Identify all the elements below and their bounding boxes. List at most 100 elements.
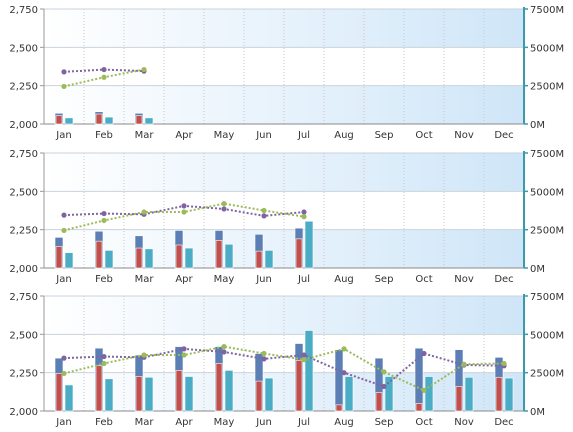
- line-point-series-2: [381, 369, 387, 375]
- line-point-series-1: [181, 346, 187, 352]
- bar-series-2: [135, 376, 143, 412]
- category-label: Aug: [334, 417, 354, 428]
- category-label: Dec: [494, 417, 513, 428]
- line-point-series-2: [101, 217, 107, 224]
- line-point-series-2: [421, 387, 427, 393]
- left-tick-label: 2,250: [9, 226, 38, 237]
- bar-series-3: [264, 377, 274, 412]
- right-tick-label: 0M: [530, 120, 545, 131]
- line-point-series-1: [181, 203, 187, 209]
- category-label: Jan: [55, 417, 71, 428]
- category-label: May: [214, 417, 235, 428]
- line-point-series-1: [61, 355, 67, 361]
- category-label: Mar: [135, 130, 155, 141]
- category-label: Mar: [135, 417, 155, 428]
- category-label: Nov: [454, 417, 474, 428]
- line-point-series-2: [181, 352, 187, 358]
- right-tick-label: 2500M: [530, 369, 564, 380]
- line-point-series-2: [261, 207, 267, 214]
- bar-series-2: [175, 370, 183, 412]
- chart-panel-3: 2,000 2,250 2,500 2,750 0M 2500M 5000M 7500M Jan…: [9, 292, 564, 428]
- category-label: Jul: [297, 274, 310, 285]
- category-label: Aug: [334, 130, 354, 141]
- bar-series-3: [144, 117, 154, 125]
- category-label: Jun: [255, 274, 272, 285]
- right-tick-label: 7500M: [530, 149, 564, 160]
- line-point-series-1: [381, 383, 387, 390]
- line-point-series-1: [261, 356, 267, 362]
- bar-series-2: [495, 376, 503, 412]
- right-tick-label: 5000M: [530, 43, 564, 54]
- right-tick-label: 7500M: [530, 292, 564, 303]
- bar-series-3: [184, 247, 194, 269]
- bar-series-2: [375, 392, 383, 412]
- category-label: Apr: [175, 274, 193, 285]
- bar-series-3: [424, 376, 434, 412]
- line-point-series-1: [61, 212, 67, 218]
- bar-series-1: [334, 349, 344, 412]
- line-point-series-2: [461, 361, 467, 367]
- line-point-series-1: [221, 349, 227, 355]
- bar-series-2: [135, 115, 143, 125]
- line-point-series-2: [101, 360, 107, 367]
- category-label: Feb: [95, 130, 113, 141]
- category-label: Jun: [255, 417, 272, 428]
- left-tick-label: 2,250: [9, 82, 38, 93]
- plot-band: [44, 296, 524, 335]
- right-tick-label: 2500M: [530, 82, 564, 93]
- bar-series-3: [224, 243, 234, 269]
- line-point-series-2: [101, 74, 107, 80]
- bar-series-3: [224, 370, 234, 412]
- bar-series-2: [135, 247, 143, 269]
- line-point-series-2: [501, 360, 507, 367]
- line-series-1: [63, 347, 505, 388]
- bar-series-3: [104, 250, 114, 269]
- left-tick-label: 2,000: [9, 407, 38, 418]
- category-label: Jan: [55, 274, 71, 285]
- line-point-series-2: [141, 352, 147, 358]
- left-tick-label: 2,500: [9, 43, 38, 54]
- bar-series-2: [415, 403, 423, 412]
- category-label: Dec: [494, 274, 513, 285]
- right-tick-label: 2500M: [530, 226, 564, 237]
- line-point-series-1: [261, 213, 267, 219]
- bar-series-2: [95, 240, 103, 269]
- category-label: Oct: [415, 417, 432, 428]
- bar-series-3: [184, 376, 194, 412]
- line-point-series-1: [101, 210, 107, 217]
- chart-panel-2: 2,000 2,250 2,500 2,750 0M 2500M 5000M 7500M Jan…: [9, 149, 564, 285]
- line-point-series-1: [221, 206, 227, 212]
- category-label: May: [214, 130, 235, 141]
- bar-series-3: [304, 330, 314, 412]
- bar-series-2: [455, 386, 463, 412]
- right-tick-label: 5000M: [530, 187, 564, 198]
- right-tick-label: 0M: [530, 407, 545, 418]
- category-label: Jul: [297, 417, 310, 428]
- line-point-series-2: [141, 209, 147, 215]
- category-label: Nov: [454, 274, 474, 285]
- bar-series-2: [215, 363, 223, 412]
- category-label: Jan: [55, 130, 71, 141]
- bar-series-2: [55, 115, 63, 125]
- line-point-series-2: [221, 344, 227, 350]
- chart-panel-1: 2,000 2,250 2,500 2,750 0M 2500M 5000M 7500M Jan…: [9, 5, 564, 141]
- left-tick-label: 2,750: [9, 149, 38, 160]
- line-point-series-1: [341, 370, 347, 376]
- plot-band: [44, 153, 524, 192]
- bar-series-3: [104, 378, 114, 412]
- left-tick-label: 2,500: [9, 187, 38, 198]
- left-tick-label: 2,000: [9, 264, 38, 275]
- bar-series-3: [64, 252, 74, 269]
- line-point-series-1: [101, 66, 107, 73]
- bar-series-2: [95, 365, 103, 412]
- right-tick-label: 7500M: [530, 5, 564, 16]
- bar-series-2: [55, 373, 63, 412]
- category-label: Oct: [415, 274, 432, 285]
- left-tick-label: 2,750: [9, 292, 38, 303]
- bar-series-3: [64, 117, 74, 125]
- plot-band: [44, 372, 524, 411]
- bar-series-2: [215, 240, 223, 269]
- category-label: Mar: [135, 274, 155, 285]
- bar-series-2: [95, 113, 103, 125]
